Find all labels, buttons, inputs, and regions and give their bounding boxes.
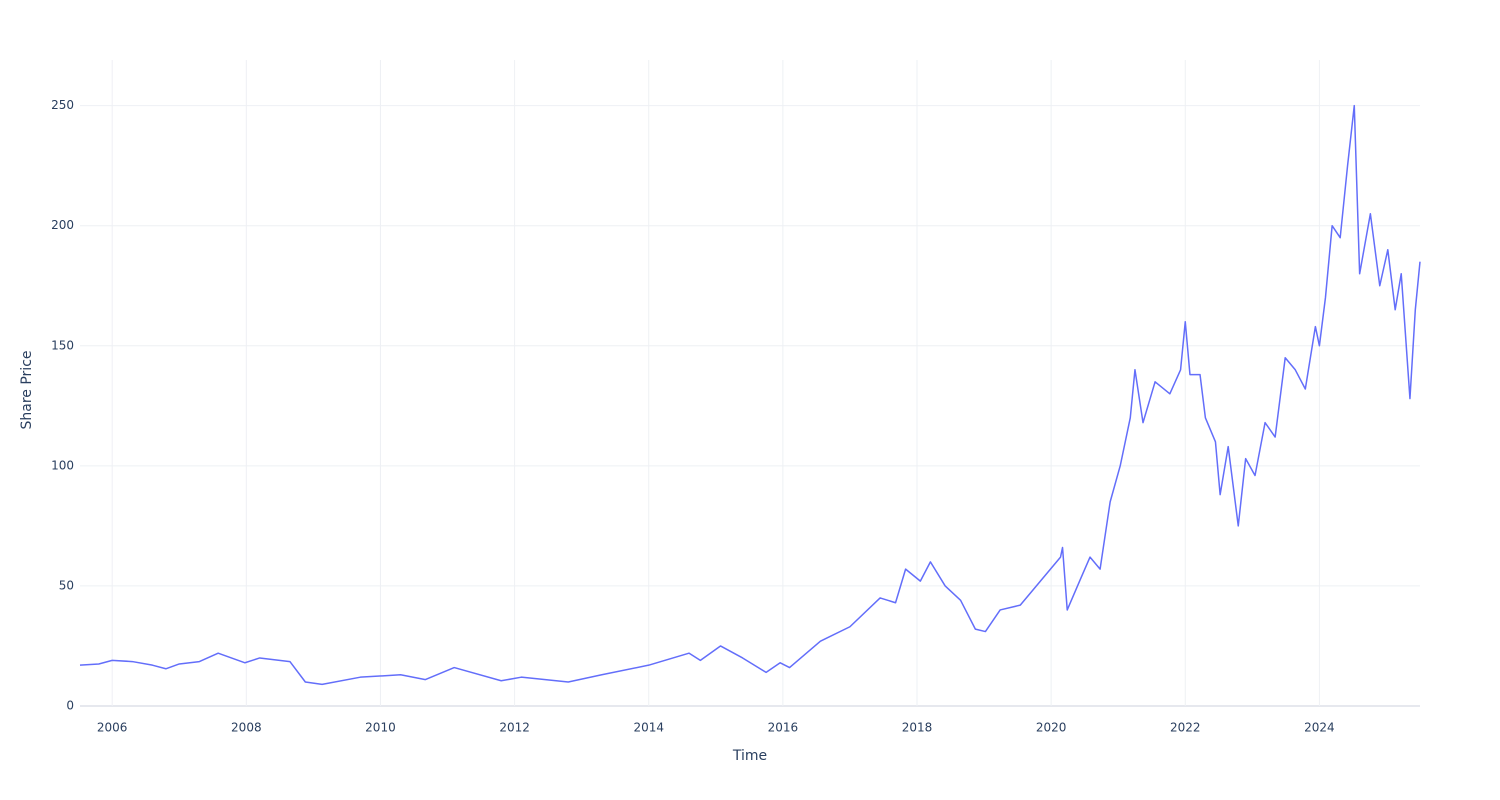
x-tick-label: 2010	[365, 721, 396, 735]
line	[79, 104, 1421, 686]
y-tick-label: 150	[51, 338, 74, 352]
y-tick-label: 50	[59, 578, 74, 592]
y-axis-title: Share Price	[19, 350, 35, 429]
x-tick-label: 2012	[499, 721, 530, 735]
y-tick-label: 200	[51, 218, 74, 232]
x-tick-label: 2018	[902, 721, 933, 735]
x-axis-title: Time	[732, 748, 767, 764]
x-tick-label: 2022	[1170, 721, 1201, 735]
y-tick-label: 100	[51, 458, 74, 472]
x-tick-label: 2016	[768, 721, 799, 735]
grid	[80, 60, 1420, 707]
plot	[79, 104, 1421, 686]
y-tick-label: 0	[66, 699, 74, 713]
x-tick-label: 2024	[1304, 721, 1335, 735]
x-tick-label: 2014	[633, 721, 664, 735]
y-tick-label: 250	[51, 98, 74, 112]
x-tick-label: 2008	[231, 721, 262, 735]
x-tick-label: 2006	[97, 721, 128, 735]
x-tick-label: 2020	[1036, 721, 1067, 735]
